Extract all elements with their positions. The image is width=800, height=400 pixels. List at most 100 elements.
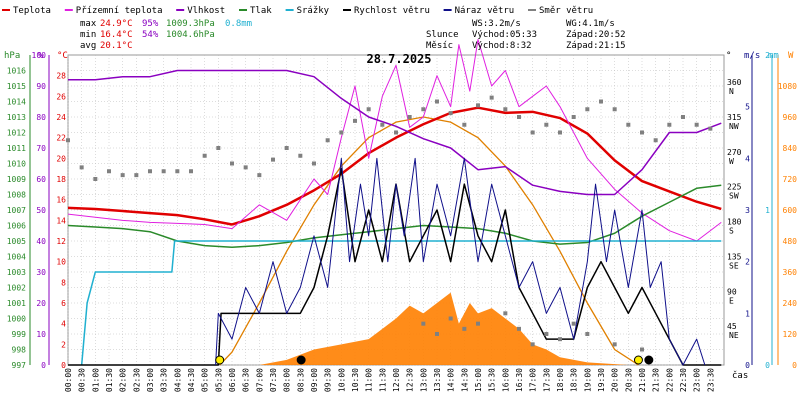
- x-tick-label: 12:00: [392, 368, 401, 392]
- direction-tick-value: 225: [727, 183, 742, 192]
- solar-tick-label: 720: [783, 175, 798, 184]
- legend: Teplota Přízemní teplota Vlhkost Tlak Srážky…: [2, 6, 593, 16]
- direction-point: [558, 130, 562, 135]
- stat-max-label: max: [80, 19, 97, 29]
- direction-point: [640, 130, 644, 135]
- direction-point: [230, 161, 234, 166]
- pressure_hpa-tick-label: 1014: [7, 98, 26, 107]
- x-tick-label: 14:00: [447, 368, 456, 392]
- direction-point: [626, 122, 631, 127]
- humidity_pct-tick-label: 30: [36, 268, 46, 277]
- direction-tick-value: 315: [727, 113, 742, 122]
- x-tick-label: 21:00: [638, 368, 647, 392]
- pressure_hpa-tick-label: 1012: [7, 129, 26, 138]
- direction-point: [202, 153, 207, 158]
- direction-point: [653, 138, 658, 143]
- direction-point-low: [421, 321, 426, 326]
- sun-label: Slunce: [426, 30, 459, 40]
- x-tick-label: 18:00: [556, 368, 565, 392]
- solar-tick-label: 0: [792, 361, 797, 370]
- temperature_c-tick-label: 24: [56, 113, 66, 122]
- direction-point-low: [476, 321, 480, 326]
- sunrise-info: Východ:05:33: [472, 30, 537, 40]
- x-tick-label: 15:30: [488, 368, 497, 392]
- direction-point: [612, 107, 617, 112]
- x-tick-label: 08:30: [296, 368, 305, 392]
- direction-point: [599, 99, 603, 104]
- direction-point-low: [612, 342, 617, 347]
- direction-point-low: [558, 337, 562, 342]
- legend-label: Přízemní teplota: [76, 6, 163, 16]
- humidity_pct-tick-label: 100: [32, 51, 47, 60]
- direction-point: [298, 153, 303, 158]
- solar-tick-label: 480: [783, 237, 798, 246]
- axis-title-humidity: %: [38, 51, 44, 61]
- stat-max-temp: 24.9°C: [100, 19, 133, 29]
- stat-max-press: 1009.3hPa: [166, 19, 215, 29]
- x-tick-label: 17:00: [529, 368, 538, 392]
- series-line-ground: [67, 39, 722, 242]
- direction-point: [366, 107, 371, 112]
- pressure_hpa-tick-label: 1011: [7, 144, 26, 153]
- x-tick-label: 12:30: [406, 368, 415, 392]
- direction-point: [694, 122, 699, 127]
- temperature_c-tick-label: 10: [56, 258, 66, 267]
- temperature_c-tick-label: 16: [56, 196, 66, 205]
- wind-tick-label: 0: [745, 361, 750, 370]
- pressure_hpa-tick-label: 1000: [7, 315, 26, 324]
- x-tick-label: 13:00: [419, 368, 428, 392]
- direction-point: [243, 165, 248, 170]
- axis-title-rain: mm: [768, 51, 779, 61]
- x-tick-label: 19:30: [597, 368, 606, 392]
- x-tick-label: 00:00: [64, 368, 73, 392]
- x-tick-label: 02:00: [119, 368, 128, 392]
- solar-tick-label: 960: [783, 113, 798, 122]
- x-tick-label: 00:30: [78, 368, 87, 392]
- legend-label: Vlhkost: [187, 6, 225, 16]
- series-group: [66, 39, 722, 366]
- direction-tick-value: 270: [727, 148, 742, 157]
- direction-point: [667, 122, 672, 127]
- x-tick-label: 17:30: [542, 368, 551, 392]
- x-tick-label: 04:00: [173, 368, 182, 392]
- temperature_c-tick-label: 8: [61, 278, 66, 287]
- direction-point: [585, 107, 590, 112]
- sunset-info: Západ:20:52: [566, 30, 626, 40]
- marker-point: [633, 355, 643, 365]
- direction-point: [120, 173, 125, 178]
- x-tick-label: 20:00: [611, 368, 620, 392]
- x-tick-label: 01:00: [91, 368, 100, 392]
- direction-tick-label: S: [729, 227, 734, 236]
- direction-point: [503, 107, 508, 112]
- rain-tick-label: 2: [765, 51, 770, 60]
- x-tick-label: 18:30: [570, 368, 579, 392]
- x-tick-label: 06:30: [242, 368, 251, 392]
- pressure_hpa-tick-label: 998: [12, 346, 27, 355]
- direction-tick-value: 135: [727, 252, 742, 261]
- x-tick-label: 01:30: [105, 368, 114, 392]
- direction-point-low: [435, 332, 439, 336]
- x-tick-label: 23:30: [706, 368, 715, 392]
- series-line-gust: [215, 157, 706, 366]
- temperature_c-tick-label: 26: [56, 92, 66, 101]
- legend-label: Rychlost větru: [354, 6, 430, 16]
- x-tick-label: 15:00: [474, 368, 483, 392]
- direction-point-low: [544, 332, 549, 336]
- x-tick-label: 07:30: [269, 368, 278, 392]
- humidity_pct-tick-label: 80: [36, 113, 46, 122]
- direction-point-low: [503, 311, 508, 316]
- direction-point: [271, 157, 275, 162]
- x-tick-label: 03:00: [146, 368, 155, 392]
- pressure_hpa-tick-label: 1008: [7, 191, 26, 200]
- wind-gust-info: WG:4.1m/s: [566, 19, 615, 29]
- legend-label: Směr větru: [539, 6, 593, 16]
- rain-tick-label: 0: [765, 361, 770, 370]
- chart-title: 28.7.2025: [366, 52, 431, 66]
- series-line-hum: [68, 69, 722, 196]
- direction-point: [148, 169, 152, 174]
- humidity_pct-tick-label: 70: [36, 144, 46, 153]
- stat-max-rain: 0.8mm: [225, 19, 252, 29]
- rain-tick-label: 1: [765, 206, 770, 215]
- direction-point-low: [517, 326, 521, 331]
- direction-point: [79, 165, 84, 170]
